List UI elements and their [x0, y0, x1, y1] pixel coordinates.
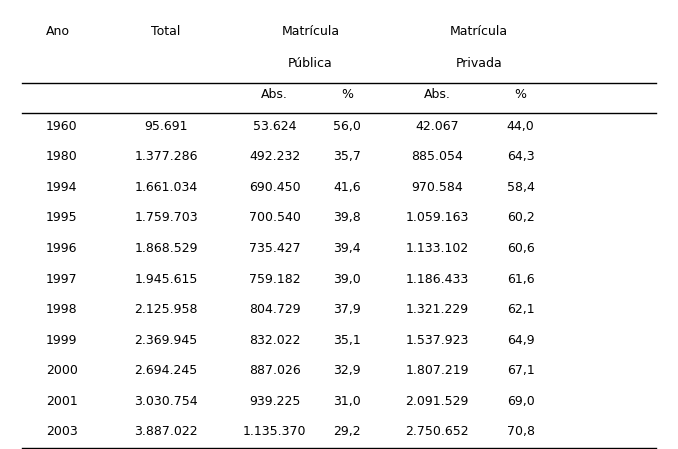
Text: 1.661.034: 1.661.034 — [134, 181, 198, 194]
Text: 1.133.102: 1.133.102 — [405, 242, 469, 255]
Text: Pública: Pública — [288, 57, 333, 70]
Text: 60,6: 60,6 — [507, 242, 534, 255]
Text: 1.059.163: 1.059.163 — [405, 211, 469, 224]
Text: 37,9: 37,9 — [334, 303, 361, 316]
Text: 1960: 1960 — [46, 120, 78, 133]
Text: 2001: 2001 — [46, 395, 78, 408]
Text: 64,9: 64,9 — [507, 334, 534, 347]
Text: Privada: Privada — [456, 57, 502, 70]
Text: 69,0: 69,0 — [507, 395, 534, 408]
Text: 1.186.433: 1.186.433 — [405, 273, 469, 286]
Text: 70,8: 70,8 — [506, 425, 535, 438]
Text: 35,1: 35,1 — [334, 334, 361, 347]
Text: 42.067: 42.067 — [416, 120, 459, 133]
Text: 1994: 1994 — [46, 181, 77, 194]
Text: 1.807.219: 1.807.219 — [405, 364, 469, 377]
Text: 2003: 2003 — [46, 425, 78, 438]
Text: 939.225: 939.225 — [249, 395, 300, 408]
Text: 1997: 1997 — [46, 273, 78, 286]
Text: 64,3: 64,3 — [507, 150, 534, 163]
Text: 1.377.286: 1.377.286 — [134, 150, 198, 163]
Text: 44,0: 44,0 — [507, 120, 534, 133]
Text: 2.750.652: 2.750.652 — [405, 425, 469, 438]
Text: 1.321.229: 1.321.229 — [405, 303, 469, 316]
Text: %: % — [341, 88, 353, 101]
Text: 60,2: 60,2 — [507, 211, 534, 224]
Text: 1.759.703: 1.759.703 — [134, 211, 198, 224]
Text: Abs.: Abs. — [424, 88, 451, 101]
Text: 1.537.923: 1.537.923 — [405, 334, 469, 347]
Text: 2.091.529: 2.091.529 — [405, 395, 469, 408]
Text: 3.030.754: 3.030.754 — [134, 395, 198, 408]
Text: 887.026: 887.026 — [249, 364, 300, 377]
Text: 41,6: 41,6 — [334, 181, 361, 194]
Text: 2.369.945: 2.369.945 — [134, 334, 198, 347]
Text: 53.624: 53.624 — [253, 120, 296, 133]
Text: 804.729: 804.729 — [249, 303, 300, 316]
Text: 67,1: 67,1 — [507, 364, 534, 377]
Text: 2000: 2000 — [46, 364, 78, 377]
Text: 62,1: 62,1 — [507, 303, 534, 316]
Text: 1999: 1999 — [46, 334, 77, 347]
Text: 1996: 1996 — [46, 242, 77, 255]
Text: 492.232: 492.232 — [249, 150, 300, 163]
Text: Total: Total — [151, 25, 181, 38]
Text: 1995: 1995 — [46, 211, 78, 224]
Text: 58,4: 58,4 — [506, 181, 535, 194]
Text: 690.450: 690.450 — [249, 181, 300, 194]
Text: 1998: 1998 — [46, 303, 78, 316]
Text: 1.945.615: 1.945.615 — [134, 273, 198, 286]
Text: 32,9: 32,9 — [334, 364, 361, 377]
Text: 2.125.958: 2.125.958 — [134, 303, 198, 316]
Text: 31,0: 31,0 — [334, 395, 361, 408]
Text: Matrícula: Matrícula — [281, 25, 340, 38]
Text: %: % — [515, 88, 527, 101]
Text: 39,8: 39,8 — [334, 211, 361, 224]
Text: 61,6: 61,6 — [507, 273, 534, 286]
Text: Matrícula: Matrícula — [450, 25, 508, 38]
Text: 35,7: 35,7 — [333, 150, 361, 163]
Text: 832.022: 832.022 — [249, 334, 300, 347]
Text: 1980: 1980 — [46, 150, 78, 163]
Text: 3.887.022: 3.887.022 — [134, 425, 198, 438]
Text: Ano: Ano — [46, 25, 70, 38]
Text: 970.584: 970.584 — [412, 181, 463, 194]
Text: 29,2: 29,2 — [334, 425, 361, 438]
Text: 95.691: 95.691 — [144, 120, 188, 133]
Text: 39,0: 39,0 — [334, 273, 361, 286]
Text: 700.540: 700.540 — [249, 211, 300, 224]
Text: 735.427: 735.427 — [249, 242, 300, 255]
Text: 1.135.370: 1.135.370 — [243, 425, 306, 438]
Text: 56,0: 56,0 — [333, 120, 361, 133]
Text: 759.182: 759.182 — [249, 273, 300, 286]
Text: 39,4: 39,4 — [334, 242, 361, 255]
Text: Abs.: Abs. — [261, 88, 288, 101]
Text: 2.694.245: 2.694.245 — [134, 364, 198, 377]
Text: 1.868.529: 1.868.529 — [134, 242, 198, 255]
Text: 885.054: 885.054 — [412, 150, 463, 163]
